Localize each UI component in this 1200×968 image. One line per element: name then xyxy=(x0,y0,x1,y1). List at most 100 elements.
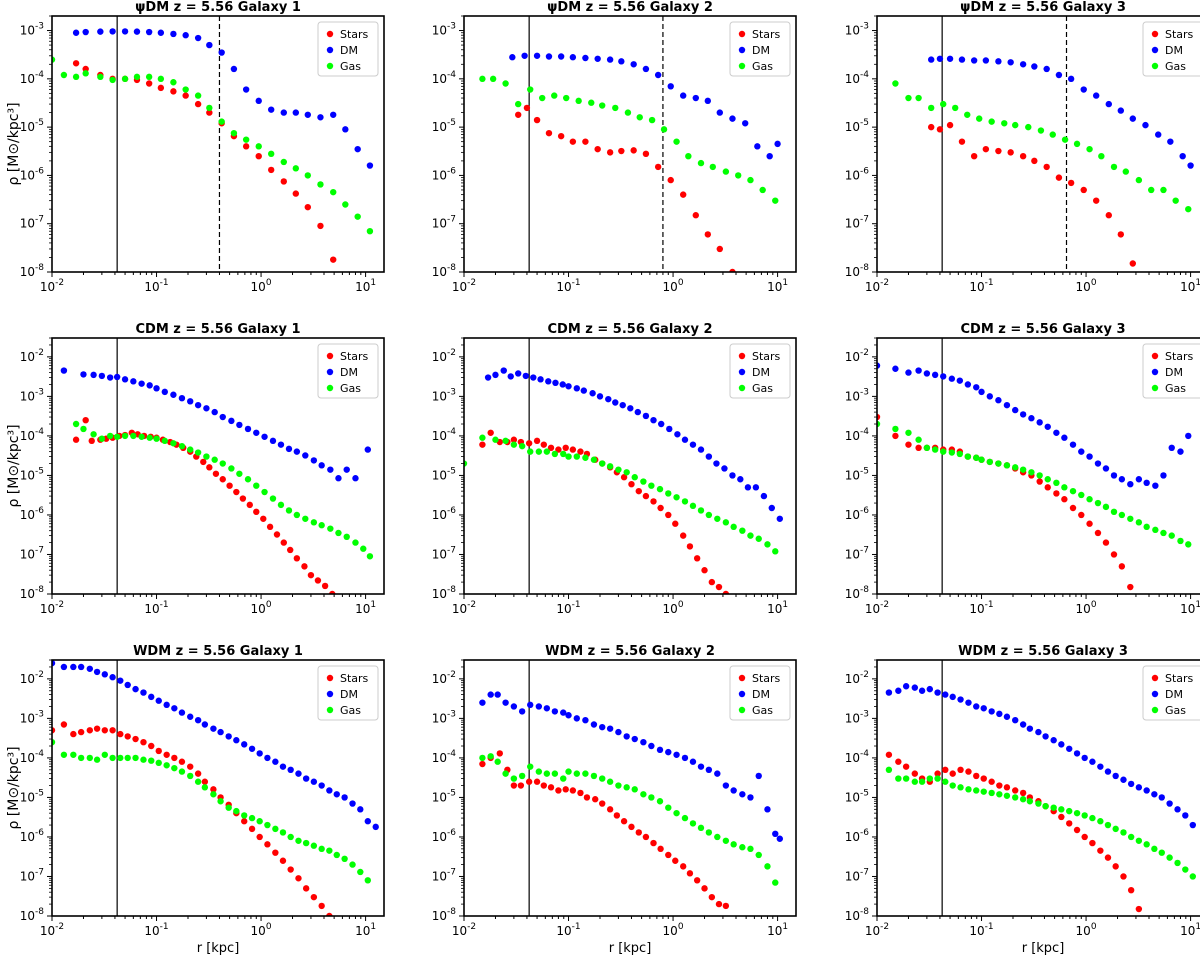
point-dm xyxy=(1097,763,1104,770)
point-dm xyxy=(509,54,516,61)
point-stars xyxy=(280,178,287,185)
legend-marker-stars xyxy=(1151,674,1159,682)
point-dm xyxy=(171,705,178,712)
y-tick-label: 10-5 xyxy=(20,466,44,482)
point-dm xyxy=(1166,800,1173,807)
point-dm xyxy=(1174,806,1181,813)
point-stars xyxy=(109,727,116,734)
point-gas xyxy=(255,143,262,150)
point-dm xyxy=(1127,480,1134,488)
x-tick-label: 100 xyxy=(1076,278,1097,294)
point-stars xyxy=(206,464,213,471)
point-dm xyxy=(656,746,664,754)
point-dm xyxy=(479,699,486,706)
legend-marker-stars xyxy=(326,30,334,38)
legend-label-dm: DM xyxy=(1165,366,1183,379)
point-gas xyxy=(1166,854,1173,861)
point-gas xyxy=(256,818,263,825)
point-dm xyxy=(217,728,224,736)
point-dm xyxy=(1003,713,1011,720)
point-stars xyxy=(594,145,601,153)
legend-marker-gas xyxy=(738,384,746,392)
point-dm xyxy=(170,391,177,398)
point-stars xyxy=(1073,826,1081,834)
point-gas xyxy=(330,188,337,196)
point-gas xyxy=(689,820,697,827)
point-gas xyxy=(82,70,89,77)
point-gas xyxy=(60,71,68,79)
point-stars xyxy=(178,758,186,765)
point-gas xyxy=(911,778,919,785)
point-gas xyxy=(318,522,325,529)
point-stars xyxy=(1044,484,1051,491)
point-dm xyxy=(93,668,101,676)
point-gas xyxy=(1073,809,1081,817)
point-stars xyxy=(321,582,329,590)
point-dm xyxy=(885,689,893,696)
point-dm xyxy=(218,49,225,56)
point-dm xyxy=(1019,411,1027,418)
legend-marker-dm xyxy=(326,368,334,376)
y-tick-label: 10-8 xyxy=(20,263,45,279)
point-dm xyxy=(295,770,302,777)
point-stars xyxy=(301,563,308,570)
legend-marker-dm xyxy=(738,368,746,376)
point-stars xyxy=(692,212,699,219)
x-tick-label: 101 xyxy=(767,922,788,938)
point-stars xyxy=(533,116,541,124)
point-dm xyxy=(560,709,567,716)
point-stars xyxy=(266,523,274,531)
point-stars xyxy=(722,902,730,910)
point-stars xyxy=(1112,863,1119,870)
point-gas xyxy=(995,460,1002,467)
y-tick-label: 10-6 xyxy=(432,166,457,182)
point-gas xyxy=(219,460,226,467)
legend-label-stars: Stars xyxy=(1165,28,1194,41)
legend-box xyxy=(729,665,791,721)
point-gas xyxy=(697,507,705,514)
legend-marker-gas xyxy=(326,706,334,714)
point-stars xyxy=(1043,163,1050,171)
point-gas xyxy=(599,775,606,782)
point-gas xyxy=(1042,802,1049,810)
point-stars xyxy=(487,429,494,436)
point-dm xyxy=(182,32,189,39)
point-dm xyxy=(995,58,1002,65)
point-stars xyxy=(1007,149,1014,156)
point-dm xyxy=(194,401,202,409)
point-gas xyxy=(1003,462,1011,469)
point-stars xyxy=(657,504,664,512)
point-stars xyxy=(330,256,337,263)
point-stars xyxy=(679,532,687,539)
point-stars xyxy=(642,150,650,158)
point-dm xyxy=(634,408,642,416)
point-stars xyxy=(540,441,548,448)
point-gas xyxy=(109,754,116,762)
legend-box xyxy=(317,21,379,77)
point-dm xyxy=(267,106,275,113)
legend-label-gas: Gas xyxy=(340,382,361,395)
point-gas xyxy=(132,754,139,762)
point-stars xyxy=(1086,520,1093,527)
point-gas xyxy=(942,778,949,785)
point-gas xyxy=(1182,866,1189,873)
y-tick-label: 10-7 xyxy=(20,215,44,231)
x-tick-label: 101 xyxy=(355,922,376,938)
point-stars xyxy=(936,126,944,133)
point-gas xyxy=(895,775,902,782)
point-dm xyxy=(1042,733,1049,740)
point-dm xyxy=(612,399,619,406)
point-dm xyxy=(178,394,186,402)
point-dm xyxy=(510,703,518,710)
y-tick-label: 10-3 xyxy=(845,709,869,725)
point-gas xyxy=(560,450,567,458)
point-stars xyxy=(693,555,701,562)
point-gas xyxy=(343,533,350,541)
legend-box xyxy=(729,21,791,77)
point-dm xyxy=(161,388,169,396)
point-stars xyxy=(679,863,687,870)
y-tick-label: 10-6 xyxy=(845,166,870,182)
point-gas xyxy=(1148,186,1155,194)
point-gas xyxy=(510,775,518,782)
point-stars xyxy=(915,444,922,452)
